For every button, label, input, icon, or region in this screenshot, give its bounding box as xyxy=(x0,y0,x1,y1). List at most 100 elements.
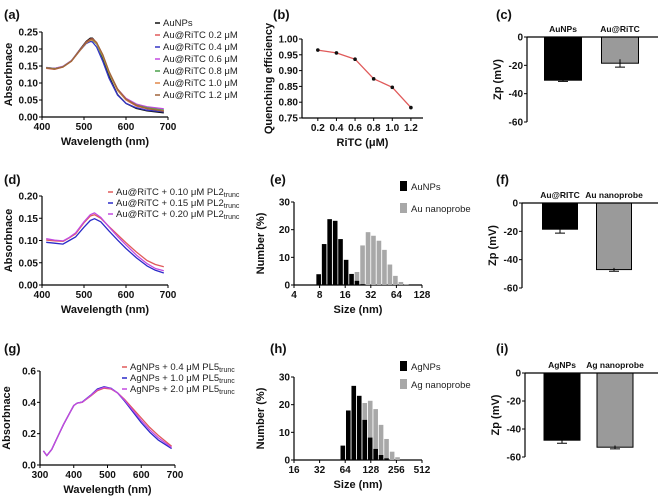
legend-subscript: trunc xyxy=(224,214,240,221)
series-line-5 xyxy=(46,39,164,112)
x-tick-label: 128 xyxy=(414,290,431,301)
histogram-bar-1 xyxy=(354,271,360,285)
histogram-bar-1 xyxy=(389,451,395,460)
y-tick-label: -40 xyxy=(507,425,522,436)
panel-label: (b) xyxy=(273,7,290,22)
y-tick-label: -20 xyxy=(504,227,519,238)
x-tick-label: 0.4 xyxy=(329,123,343,134)
y-axis-label: Absorbnace xyxy=(1,386,13,450)
panel-label: (f) xyxy=(496,172,509,187)
y-tick-label: 0.05 xyxy=(19,258,39,269)
y-tick-label: 1.00 xyxy=(279,35,299,46)
histogram-bar-0 xyxy=(349,273,354,285)
histogram-bar-0 xyxy=(343,259,349,285)
panel-label: (c) xyxy=(496,7,512,22)
x-tick-label: 300 xyxy=(32,470,49,481)
histogram-bar-1 xyxy=(387,264,393,285)
y-tick-label: 0.85 xyxy=(279,82,299,93)
y-axis-label: Absorbnace xyxy=(3,209,15,273)
y-tick-label: 0.15 xyxy=(19,62,39,73)
y-tick-label: 0.10 xyxy=(19,236,39,247)
histogram-bar-0 xyxy=(351,385,357,460)
x-tick-label: 64 xyxy=(340,465,352,476)
histogram-bar-1 xyxy=(382,249,387,285)
y-tick-label: 0.05 xyxy=(19,96,39,107)
histogram-bar-1 xyxy=(365,232,371,285)
histogram-bar-1 xyxy=(371,235,376,285)
x-axis-label: Size (nm) xyxy=(334,479,383,491)
y-axis-label: Number (%) xyxy=(255,387,267,449)
histogram-bar-1 xyxy=(367,400,373,460)
x-tick-label: 1.2 xyxy=(404,123,418,134)
category-label: AgNPs xyxy=(548,360,576,370)
legend-label: Au@RiTC + 0.10 μM PL2trunc xyxy=(116,187,240,199)
y-axis-label: Absorbnace xyxy=(3,43,15,107)
y-tick-label: 0.20 xyxy=(19,192,39,203)
bar-1 xyxy=(596,202,632,271)
legend-label: Au@RiTC 0.6 μM xyxy=(163,54,238,65)
legend-label: AgNPs + 0.4 μM PL5trunc xyxy=(130,362,235,374)
y-tick-label: -40 xyxy=(504,255,519,266)
series-line-4 xyxy=(46,39,164,111)
panel-label: (d) xyxy=(4,172,21,187)
y-tick-label: 0.00 xyxy=(19,281,39,292)
y-tick-label: 0.95 xyxy=(279,50,299,61)
error-bar-0 xyxy=(557,437,567,444)
legend-label: Au@RiTC 0.2 μM xyxy=(163,30,238,41)
y-tick-label: 10 xyxy=(279,253,291,264)
y-axis-label: Zp (mV) xyxy=(487,225,499,266)
x-tick-label: 500 xyxy=(76,290,93,301)
y-tick-label: 0.75 xyxy=(279,114,299,125)
x-tick-label: 64 xyxy=(391,290,403,301)
series-line-3 xyxy=(46,39,164,110)
histogram-bar-0 xyxy=(338,239,343,285)
legend-subscript: trunc xyxy=(219,378,235,385)
histogram-bar-1 xyxy=(404,284,409,285)
legend-swatch xyxy=(400,203,407,213)
y-tick-label: 0 xyxy=(284,281,290,292)
data-point xyxy=(353,57,357,62)
legend-label: AuNPs xyxy=(163,18,193,29)
x-tick-label: 128 xyxy=(362,465,379,476)
legend-label: Au@RiTC 1.2 μM xyxy=(163,90,238,101)
x-tick-label: 32 xyxy=(314,465,326,476)
bar-1 xyxy=(601,36,639,64)
legend-swatch xyxy=(400,361,407,371)
y-tick-label: 30 xyxy=(279,373,291,384)
legend-swatch xyxy=(400,379,407,389)
histogram-bar-1 xyxy=(393,275,398,285)
y-tick-label: 0.90 xyxy=(279,66,299,77)
y-tick-label: 0.20 xyxy=(19,45,39,56)
x-axis-label: Wavelength (nm) xyxy=(61,136,150,148)
x-tick-label: 0.8 xyxy=(367,123,381,134)
panel-label: (h) xyxy=(270,341,287,356)
category-label: Au@RITC xyxy=(540,190,579,200)
x-tick-label: 700 xyxy=(160,122,177,133)
y-tick-label: -60 xyxy=(504,284,519,295)
histogram-bar-0 xyxy=(332,220,338,285)
y-tick-label: 0 xyxy=(517,33,523,44)
x-tick-label: 500 xyxy=(76,122,93,133)
y-tick-label: 0 xyxy=(512,199,518,210)
legend-label: AgNPs + 1.0 μM PL5trunc xyxy=(130,373,235,385)
error-bar-1 xyxy=(609,267,619,272)
bar-0 xyxy=(544,36,582,81)
y-tick-label: 0.2 xyxy=(22,429,36,440)
bar-0 xyxy=(543,372,581,441)
y-tick-label: 30 xyxy=(279,198,291,209)
histogram-bar-0 xyxy=(321,244,327,285)
y-tick-label: 0.15 xyxy=(19,214,39,225)
x-tick-label: 400 xyxy=(34,122,51,133)
series-line-6 xyxy=(46,38,164,112)
y-axis-label: Zp (mV) xyxy=(490,394,502,435)
y-tick-label: 10 xyxy=(279,428,291,439)
legend-label: Ag nanoprobe xyxy=(411,380,471,391)
legend-subscript: trunc xyxy=(224,203,240,210)
x-tick-label: 16 xyxy=(288,465,300,476)
y-tick-label: -60 xyxy=(507,453,522,464)
series-line-1 xyxy=(46,38,164,112)
x-axis-label: RiTC (μM) xyxy=(337,137,389,149)
x-tick-label: 8 xyxy=(317,290,323,301)
histogram-bar-0 xyxy=(378,455,384,460)
legend-label: Au@RiTC + 0.15 μM PL2trunc xyxy=(116,198,240,210)
